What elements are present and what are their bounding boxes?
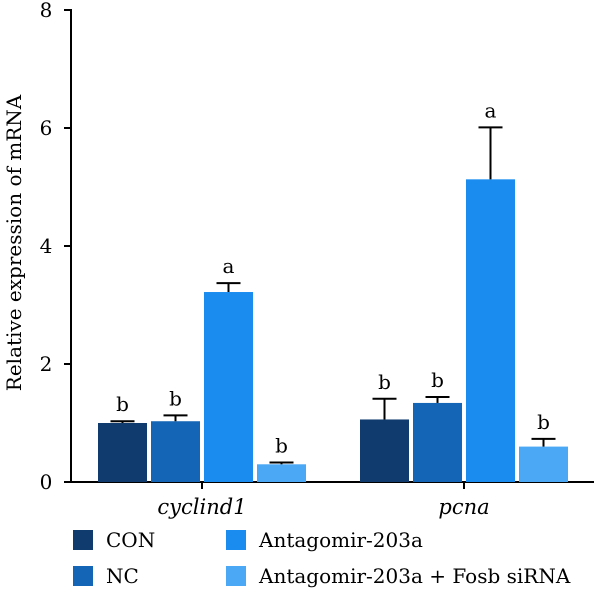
bar (466, 179, 515, 482)
bar (204, 292, 253, 482)
y-tick-label: 8 (40, 0, 53, 22)
y-tick-label: 2 (40, 352, 53, 376)
bar (98, 423, 147, 482)
bar (151, 421, 200, 482)
legend-swatch (73, 530, 93, 550)
significance-label: b (537, 410, 550, 434)
significance-label: b (169, 386, 182, 410)
x-tick-label: cyclind1 (157, 495, 246, 519)
significance-label: b (275, 434, 288, 458)
y-tick-label: 6 (40, 116, 53, 140)
significance-label: b (431, 368, 444, 392)
significance-label: a (485, 98, 497, 122)
bar (360, 419, 409, 482)
bar (413, 402, 462, 482)
bars: b b a b b b a b (98, 98, 568, 482)
legend-swatch (73, 566, 93, 586)
legend: CON NC Antagomir-203a Antagomir-203a + Fosb… (73, 528, 571, 588)
significance-label: a (223, 254, 235, 278)
legend-label: Antagomir-203a + Fosb siRNA (258, 564, 571, 588)
legend-swatch (226, 530, 246, 550)
legend-label: Antagomir-203a (258, 528, 423, 552)
legend-label: CON (106, 528, 155, 552)
significance-label: b (116, 392, 129, 416)
significance-label: b (378, 370, 391, 394)
legend-swatch (226, 566, 246, 586)
x-tick-label: pcna (438, 495, 489, 519)
bar (257, 464, 306, 482)
y-tick-label: 0 (40, 470, 53, 494)
y-tick-label: 4 (40, 234, 53, 258)
y-axis-label: Relative expression of mRNA (2, 94, 26, 391)
bar (519, 446, 568, 482)
legend-label: NC (106, 564, 139, 588)
